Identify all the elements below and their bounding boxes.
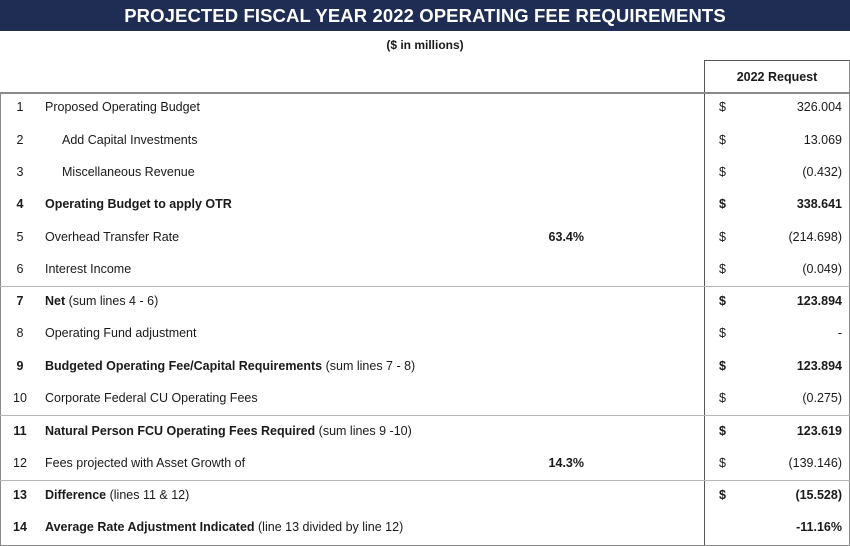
table-row: 3 Miscellaneous Revenue $ (0.432) [0,157,850,189]
table-row: 8 Operating Fund adjustment $ - [0,318,850,350]
line-label: Operating Fund adjustment [45,326,197,340]
line-number: 13 [13,488,27,502]
line-number: 5 [16,230,24,244]
line-number: 14 [13,520,27,534]
currency-symbol: $ [719,294,726,308]
line-value: (214.698) [788,230,842,244]
currency-symbol: $ [719,488,726,502]
currency-symbol: $ [719,326,726,340]
table-left-border [0,92,1,546]
currency-symbol: $ [719,230,726,244]
line-label: Overhead Transfer Rate [45,230,180,244]
currency-symbol: $ [719,165,726,179]
line-value: (15.528) [795,488,842,502]
line-label: Average Rate Adjustment Indicated (line … [45,520,404,534]
table-row: 1 Proposed Operating Budget $ 326.004 [0,92,850,124]
header-box-top-border [704,60,850,61]
currency-symbol: $ [719,100,726,114]
line-value: 123.894 [796,294,842,308]
line-rate: 63.4% [548,230,584,244]
line-number: 1 [16,100,24,114]
line-rate: 14.3% [548,456,584,470]
table-row: 2 Add Capital Investments $ 13.069 [0,125,850,157]
units-subtitle: ($ in millions) [386,38,464,52]
currency-symbol: $ [719,359,726,373]
table-row: 10 Corporate Federal CU Operating Fees $… [0,383,850,415]
line-value: 123.894 [796,359,842,373]
line-number: 3 [16,165,24,179]
section-divider [0,480,850,481]
page-title: PROJECTED FISCAL YEAR 2022 OPERATING FEE… [0,0,850,31]
line-value: 326.004 [796,100,842,114]
line-value: - [837,326,842,340]
line-value: 338.641 [796,197,842,211]
currency-symbol: $ [719,197,726,211]
line-label: Budgeted Operating Fee/Capital Requireme… [45,359,416,373]
line-label: Operating Budget to apply OTR [45,197,232,211]
line-value: 13.069 [803,133,842,147]
line-number: 12 [13,456,27,470]
table-row: 6 Interest Income $ (0.049) [0,254,850,286]
line-value: (0.275) [802,391,842,405]
line-value: -11.16% [796,520,842,534]
table-row: 14 Average Rate Adjustment Indicated (li… [0,512,850,544]
line-label: Miscellaneous Revenue [62,165,195,179]
currency-symbol: $ [719,391,726,405]
line-label: Add Capital Investments [62,133,198,147]
line-value: (0.049) [802,262,842,276]
currency-symbol: $ [719,424,726,438]
value-column-left-border [704,60,705,546]
line-label: Corporate Federal CU Operating Fees [45,391,258,405]
line-number: 10 [13,391,27,405]
section-divider [0,415,850,416]
line-number: 4 [16,197,24,211]
table-row: 5 Overhead Transfer Rate 63.4% $ (214.69… [0,222,850,254]
line-label: Proposed Operating Budget [45,100,200,114]
header-rule [0,92,850,94]
line-number: 8 [16,326,24,340]
line-number: 6 [16,262,24,276]
line-value: (139.146) [788,456,842,470]
section-divider [0,286,850,287]
line-number: 7 [16,294,24,308]
table-row: 9 Budgeted Operating Fee/Capital Require… [0,351,850,383]
line-label: Net (sum lines 4 - 6) [45,294,159,308]
line-value: 123.619 [796,424,842,438]
table-row: 4 Operating Budget to apply OTR $ 338.64… [0,189,850,221]
line-number: 11 [13,424,27,438]
table-row: 11 Natural Person FCU Operating Fees Req… [0,416,850,448]
currency-symbol: $ [719,456,726,470]
line-number: 9 [16,359,24,373]
table-row: 7 Net (sum lines 4 - 6) $ 123.894 [0,286,850,318]
column-header-2022-request: 2022 Request [736,69,818,84]
currency-symbol: $ [719,262,726,276]
line-number: 2 [16,133,24,147]
table-row: 13 Difference (lines 11 & 12) $ (15.528) [0,480,850,512]
line-label: Fees projected with Asset Growth of [45,456,246,470]
line-value: (0.432) [802,165,842,179]
currency-symbol: $ [719,133,726,147]
line-label: Difference (lines 11 & 12) [45,488,190,502]
table-row: 12 Fees projected with Asset Growth of 1… [0,448,850,480]
line-label: Natural Person FCU Operating Fees Requir… [45,424,412,438]
line-label: Interest Income [45,262,132,276]
